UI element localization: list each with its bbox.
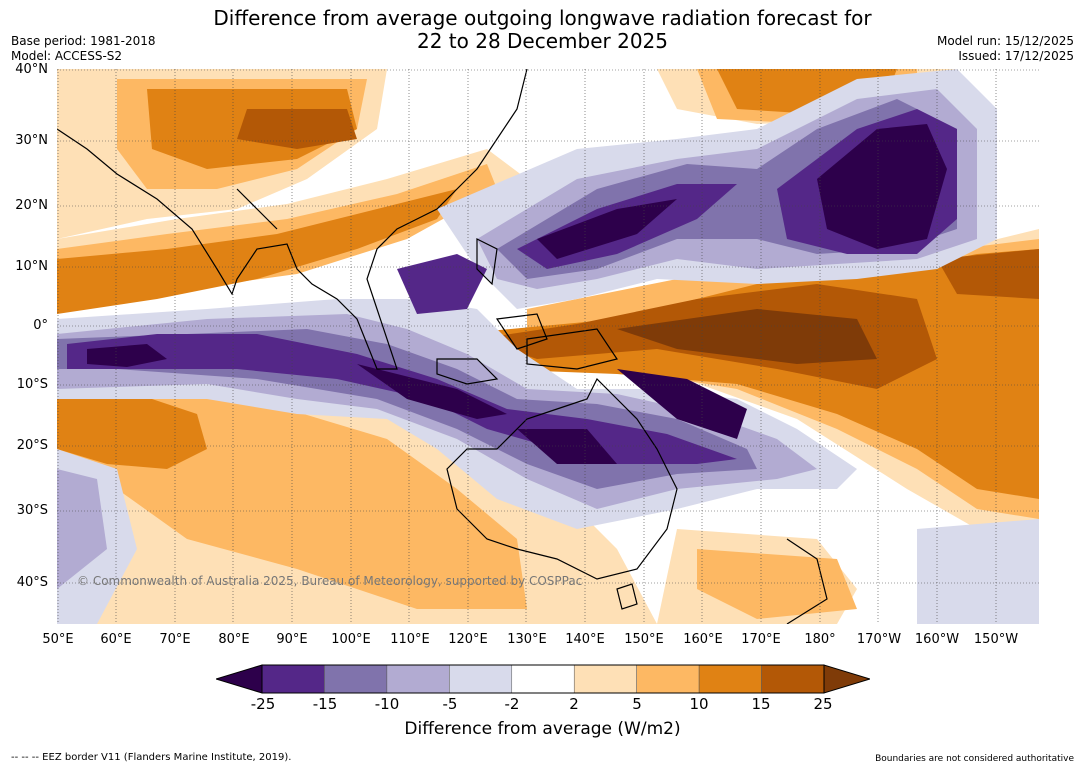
colorbar-swatch bbox=[636, 664, 700, 694]
lon-label: 150°W bbox=[973, 632, 1019, 647]
colorbar-tick: 25 bbox=[813, 695, 833, 713]
colorbar-swatch bbox=[511, 664, 575, 694]
colorbar-tick: 2 bbox=[569, 695, 579, 713]
lat-label: 30°S bbox=[16, 503, 48, 518]
coastlines bbox=[57, 69, 828, 624]
colorbar bbox=[216, 664, 870, 694]
lon-label: 50°E bbox=[42, 632, 74, 647]
colorbar-swatch bbox=[449, 664, 513, 694]
lon-label: 120°E bbox=[448, 632, 488, 647]
colorbar-swatch bbox=[761, 664, 825, 694]
anomaly-fill-neg-extreme bbox=[397, 254, 487, 314]
lat-label: 30°N bbox=[15, 133, 48, 148]
colorbar-swatch bbox=[824, 665, 870, 693]
anomaly-fill-neg-max bbox=[537, 199, 677, 259]
olr-anomaly-map bbox=[57, 69, 1039, 624]
lon-label: 170°E bbox=[741, 632, 781, 647]
anomaly-fill-pos-strong bbox=[57, 189, 457, 314]
lon-label: 150°E bbox=[624, 632, 664, 647]
colorbar-tick: 15 bbox=[751, 695, 771, 713]
lon-label: 80°E bbox=[218, 632, 250, 647]
lon-label: 100°E bbox=[331, 632, 371, 647]
anomaly-fill-neg-max bbox=[357, 364, 507, 419]
colorbar-tick: 10 bbox=[689, 695, 709, 713]
colorbar-label: Difference from average (W/m2) bbox=[404, 719, 681, 739]
anomaly-fill-pos-strong bbox=[57, 389, 207, 469]
lon-label: 160°W bbox=[914, 632, 960, 647]
lon-label: 110°E bbox=[390, 632, 430, 647]
eez-border-note: -- -- -- EEZ border V11 (Flanders Marine… bbox=[11, 752, 292, 763]
lon-label: 160°E bbox=[683, 632, 723, 647]
lon-label: 140°E bbox=[565, 632, 605, 647]
lat-label: 40°S bbox=[16, 575, 48, 590]
lat-label: 0° bbox=[33, 318, 48, 333]
map-title-line2: 22 to 28 December 2025 bbox=[416, 29, 668, 53]
lat-label: 10°S bbox=[16, 377, 48, 392]
colorbar-swatch bbox=[573, 664, 637, 694]
anomaly-fill-neg-max bbox=[87, 344, 167, 367]
map-canvas bbox=[57, 69, 1039, 624]
model-run: Model run: 15/12/2025 bbox=[936, 34, 1074, 48]
lat-label: 20°N bbox=[15, 198, 48, 213]
colorbar-tick: -25 bbox=[250, 695, 276, 713]
lon-label: 130°E bbox=[507, 632, 547, 647]
anomaly-fill-neg-max bbox=[517, 429, 617, 464]
lat-label: 40°N bbox=[15, 62, 48, 77]
colorbar-swatch bbox=[698, 664, 762, 694]
issued-date: Issued: 17/12/2025 bbox=[958, 49, 1074, 63]
colorbar-swatch bbox=[324, 664, 388, 694]
base-period: Base period: 1981-2018 bbox=[11, 34, 156, 48]
colorbar-tick: -5 bbox=[442, 695, 458, 713]
model-name: Model: ACCESS-S2 bbox=[11, 49, 123, 63]
copyright-notice: © Commonwealth of Australia 2025, Bureau… bbox=[77, 574, 583, 588]
map-title-line1: Difference from average outgoing longwav… bbox=[213, 6, 872, 30]
lat-label: 20°S bbox=[16, 438, 48, 453]
anomaly-fill-neg-max bbox=[617, 369, 747, 439]
lon-label: 70°E bbox=[159, 632, 191, 647]
boundaries-disclaimer: Boundaries are not considered authoritat… bbox=[875, 754, 1074, 764]
anomaly-fill-pos-mid bbox=[697, 549, 857, 619]
anomaly-fill-neg-mid bbox=[57, 469, 107, 589]
colorbar-tick: -2 bbox=[504, 695, 520, 713]
colorbar-swatch bbox=[216, 665, 262, 693]
colorbar-swatch bbox=[386, 664, 450, 694]
lon-label: 180° bbox=[804, 632, 836, 647]
anomaly-fill-pos-extreme bbox=[937, 249, 1039, 299]
lon-label: 170°W bbox=[856, 632, 902, 647]
colorbar-tick: -15 bbox=[312, 695, 338, 713]
graticule bbox=[57, 69, 1039, 624]
anomaly-fill-neg-light bbox=[917, 519, 1039, 624]
lon-label: 60°E bbox=[100, 632, 132, 647]
colorbar-tick: -10 bbox=[374, 695, 400, 713]
lat-label: 10°N bbox=[15, 259, 48, 274]
colorbar-swatch bbox=[261, 664, 325, 694]
anomaly-fill-pos-extreme bbox=[617, 309, 877, 364]
anomaly-fill-neg-max bbox=[817, 124, 947, 249]
lon-label: 90°E bbox=[276, 632, 308, 647]
anomaly-fill-pos-extreme bbox=[237, 109, 357, 149]
colorbar-tick: 5 bbox=[632, 695, 642, 713]
